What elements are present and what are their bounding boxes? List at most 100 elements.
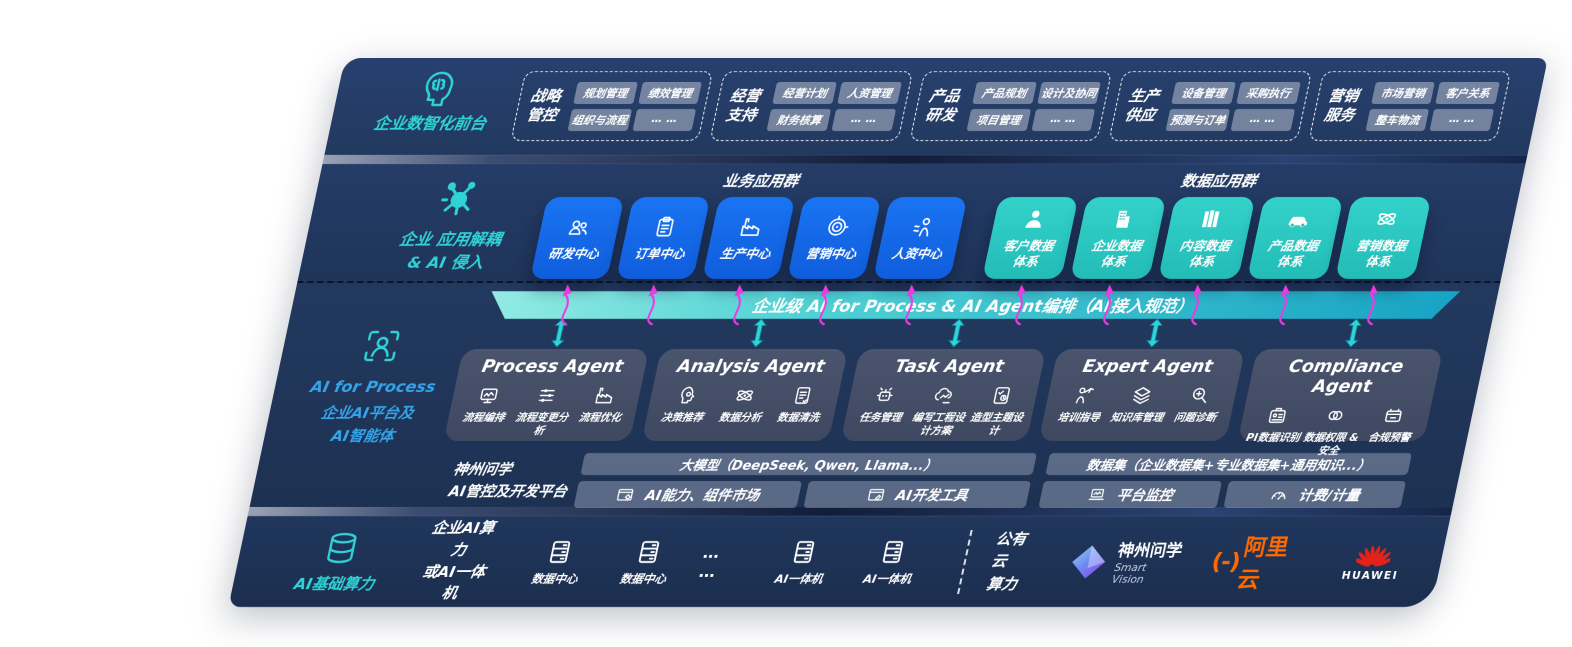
agent-item: 问题诊断: [1165, 384, 1232, 425]
agent-item: 合规预警: [1356, 404, 1425, 457]
metering-bar: 计费/计量: [1222, 481, 1407, 508]
decoupling-side-label: 企业 应用解耦 & AI 侵入: [356, 164, 553, 281]
ai-process-side-label: AI for Process 企业AI平台及 AI智能体: [282, 325, 464, 447]
ai-capability-market-bar: AI能力、组件市场: [573, 481, 802, 508]
module-chip-more: … …: [1031, 108, 1096, 131]
module-chip: 人资管理: [837, 81, 902, 104]
aliyun-logo: (-) 阿里云: [1205, 530, 1313, 594]
atom-icon: [1371, 206, 1403, 232]
group-name: 营销 服务: [1322, 87, 1361, 124]
data-group-title: 数据应用群: [1179, 172, 1259, 190]
node-label: AI一体机: [773, 571, 825, 586]
diagnose-icon: [1186, 384, 1214, 407]
group-name: 战略 管控: [524, 87, 563, 124]
card-label: 研发中心: [547, 246, 601, 262]
aliyun-text: 阿里云: [1234, 535, 1292, 593]
business-app-group: 业务应用群 研发中心 订单中心 生产: [530, 164, 975, 281]
optimize-factory-icon: [591, 384, 619, 407]
bar-label: AI能力、组件市场: [643, 487, 761, 504]
server-icon: [875, 537, 911, 567]
module-chip: 项目管理: [966, 108, 1031, 131]
decision-head-icon: [673, 384, 701, 407]
agent-title: Task Agent: [892, 357, 1006, 377]
aliyun-bracket-icon: (-): [1209, 548, 1243, 575]
datacenter-node: 数据中心: [522, 537, 594, 587]
module-chip: 客户关系: [1435, 81, 1501, 104]
agent-title: Analysis Agent: [675, 357, 827, 377]
scan-person-icon: [356, 325, 407, 367]
huawei-logo: HUAWEI: [1340, 542, 1405, 582]
card-wrapper: 营销数据 体系: [1334, 197, 1432, 279]
cloud-design-icon: [929, 384, 957, 407]
card-label: 产品数据 体系: [1266, 238, 1320, 269]
bar-label: 平台监控: [1115, 487, 1175, 504]
compute-label: 企业AI算力 或AI一体机: [421, 519, 497, 603]
sync-arrow-icon: [945, 318, 967, 348]
group-name: 经营 支持: [724, 87, 763, 124]
target-icon: [821, 214, 853, 240]
card-label: 企业数据 体系: [1090, 238, 1144, 269]
data-app-card: 营销数据 体系: [1334, 197, 1432, 279]
card-wrapper: 营销中心: [787, 197, 882, 279]
robot-icon: [871, 384, 899, 407]
card-wrapper: 内容数据 体系: [1158, 197, 1256, 279]
card-label: 营销中心: [804, 246, 858, 262]
agent-title: Compliance Agent: [1286, 357, 1406, 397]
node-label: 数据中心: [618, 571, 668, 586]
business-app-card: 生产中心: [701, 197, 796, 279]
layers-icon: [1128, 384, 1156, 407]
orchestration-bar: 企业级 AI for Process & AI Agent编排（AI接入规范）: [486, 291, 1461, 319]
agent-title: Expert Agent: [1080, 357, 1215, 377]
data-app-group: 数据应用群 客户数据 体系 企业数据 体系: [982, 164, 1439, 281]
huawei-fan-icon: [1355, 542, 1395, 568]
band-decoupling: 企业 应用解耦 & AI 侵入 业务应用群 研发中心 订单中心: [297, 164, 1526, 281]
link-lock-icon: [1322, 404, 1350, 427]
content-columns-icon: [1195, 206, 1227, 232]
card-label: 订单中心: [632, 246, 687, 262]
laptop-monitor-icon: [1085, 485, 1109, 505]
factory-icon: [735, 214, 767, 240]
decoupling-label: 企业 应用解耦 & AI 侵入: [397, 230, 504, 273]
card-wrapper: 企业数据 体系: [1070, 197, 1167, 279]
database-icon: [319, 529, 365, 567]
ai-dev-tools-bar: AI开发工具: [802, 481, 1032, 508]
id-card-icon: [1264, 404, 1292, 427]
module-chip-more: … …: [1429, 108, 1495, 131]
tablet-check-icon: [987, 384, 1015, 407]
agent-item: 决策推荐: [651, 384, 718, 425]
ai-appliance-node: AI一体机: [766, 537, 838, 587]
sync-arrow-icon: [747, 318, 769, 348]
public-cloud-label: 公有云 算力: [984, 529, 1029, 593]
dataset-platform-group: 数据集（企业数据集+专业数据集+通用知识...） 平台监控 计费/计量: [1038, 453, 1413, 508]
hr-person-icon: [907, 214, 939, 240]
sliders-icon: [533, 384, 561, 407]
smartvision-diamond-icon: [1066, 543, 1112, 581]
domain-group-marketing: 营销 服务 市场营销 客户关系 整车物流 … …: [1307, 71, 1512, 141]
ai-platform-label: 企业AI平台及 AI智能体: [319, 404, 416, 445]
platform-monitor-bar: 平台监控: [1038, 481, 1222, 508]
business-app-card: 人资中心: [873, 197, 968, 279]
domain-group-operation: 经营 支持 经营计划 人资管理 财务核算 … …: [709, 71, 914, 141]
car-icon: [1283, 206, 1315, 232]
business-app-card: 订单中心: [615, 197, 711, 279]
module-chip: 规划管理: [573, 81, 638, 104]
node-label: 数据中心: [530, 571, 580, 586]
agent-card-task: Task Agent 任务管理 编写工程设计方案 造型主题设计: [840, 349, 1047, 441]
slab-edge: [322, 155, 1528, 164]
card-wrapper: 产品数据 体系: [1246, 197, 1344, 279]
business-app-card: 营销中心: [787, 197, 882, 279]
infra-side-label: AI基础算力: [273, 529, 405, 594]
datacenter-node: 数据中心: [611, 537, 683, 587]
ai-for-process-label: AI for Process: [308, 377, 438, 396]
bar-label: AI开发工具: [894, 487, 970, 504]
platform-row: 神州问学 AI管控及开发平台 大模型（DeepSeek, Qwen, Llama…: [445, 453, 1418, 508]
diagram-slab: 企业数智化前台 战略 管控 规划管理 绩效管理 组织与流程 … … 经营 支持 …: [228, 58, 1548, 607]
module-chip: 经营计划: [772, 81, 838, 104]
ai-appliance-node: AI一体机: [855, 537, 927, 587]
window-tool-icon: [864, 485, 888, 505]
domain-group-strategy: 战略 管控 规划管理 绩效管理 组织与流程 … …: [510, 71, 714, 141]
agent-item: 数据分析: [710, 384, 777, 425]
data-app-card: 客户数据 体系: [982, 197, 1079, 279]
server-icon: [542, 537, 578, 567]
